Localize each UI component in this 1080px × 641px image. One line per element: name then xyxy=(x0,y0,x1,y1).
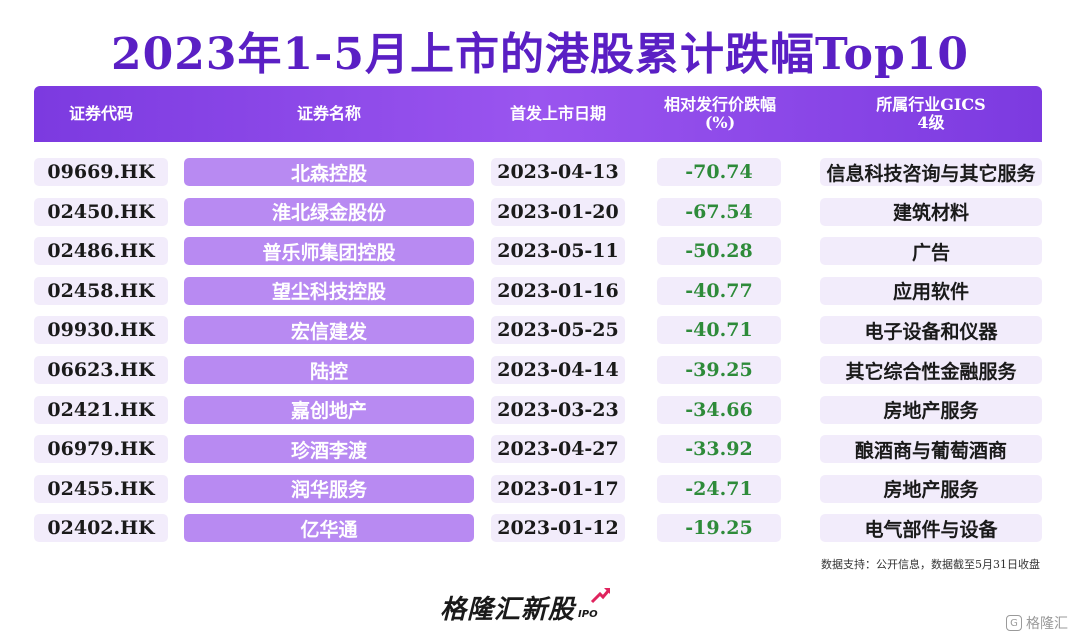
table-row: 06623.HK 陆控 2023-04-14 -39.25 其它综合性金融服务 xyxy=(0,356,1080,384)
table-row: 02486.HK 普乐师集团控股 2023-05-11 -50.28 广告 xyxy=(0,237,1080,266)
header-industry: 所属行业GICS 4级 xyxy=(876,95,986,132)
cell-code: 02455.HK xyxy=(34,474,168,503)
table-row: 02402.HK 亿华通 2023-01-12 -19.25 电气部件与设备 xyxy=(0,514,1080,543)
trend-arrow-icon xyxy=(590,588,611,604)
cell-industry: 其它综合性金融服务 xyxy=(820,356,1042,384)
cell-name: 普乐师集团控股 xyxy=(184,237,474,266)
cell-pct: -24.71 xyxy=(657,474,781,503)
cell-pct: -40.77 xyxy=(657,276,781,305)
cell-pct: -67.54 xyxy=(657,197,781,226)
cell-date: 2023-04-13 xyxy=(491,158,625,186)
cell-pct: -39.25 xyxy=(657,356,781,384)
cell-pct: -33.92 xyxy=(657,435,781,464)
table-row: 06979.HK 珍酒李渡 2023-04-27 -33.92 酿酒商与葡萄酒商 xyxy=(0,435,1080,464)
table-row: 09930.HK 宏信建发 2023-05-25 -40.71 电子设备和仪器 xyxy=(0,316,1080,345)
cell-date: 2023-01-17 xyxy=(491,474,625,503)
cell-date: 2023-01-12 xyxy=(491,514,625,543)
table-row: 02455.HK 润华服务 2023-01-17 -24.71 房地产服务 xyxy=(0,474,1080,503)
cell-code: 02450.HK xyxy=(34,197,168,226)
cell-industry: 建筑材料 xyxy=(820,197,1042,226)
watermark: G 格隆汇 xyxy=(1006,613,1068,633)
table-row: 02458.HK 望尘科技控股 2023-01-16 -40.77 应用软件 xyxy=(0,276,1080,305)
cell-code: 02486.HK xyxy=(34,237,168,266)
cell-code: 02402.HK xyxy=(34,514,168,543)
cell-code: 06979.HK xyxy=(34,435,168,464)
cell-industry: 房地产服务 xyxy=(820,395,1042,424)
cell-industry: 电气部件与设备 xyxy=(820,514,1042,543)
cell-pct: -50.28 xyxy=(657,237,781,266)
cell-industry: 应用软件 xyxy=(820,276,1042,305)
header-pct: 相对发行价跌幅 (%) xyxy=(663,95,776,132)
cell-date: 2023-04-14 xyxy=(491,356,625,384)
header-code: 证券代码 xyxy=(68,104,133,123)
header-date: 首发上市日期 xyxy=(509,104,606,123)
cell-industry: 广告 xyxy=(820,237,1042,266)
cell-pct: -70.74 xyxy=(657,158,781,186)
cell-name: 宏信建发 xyxy=(184,316,474,345)
cell-industry: 信息科技咨询与其它服务 xyxy=(820,158,1042,186)
cell-code: 09669.HK xyxy=(34,158,168,186)
table-header: 证券代码 证券名称 首发上市日期 相对发行价跌幅 (%) 所属行业GICS 4级 xyxy=(34,86,1042,142)
cell-name: 北森控股 xyxy=(184,158,474,186)
source-note: 数据支持：公开信息，数据截至5月31日收盘 xyxy=(821,558,1040,571)
cell-code: 02458.HK xyxy=(34,276,168,305)
cell-date: 2023-03-23 xyxy=(491,395,625,424)
brand-name: 格隆汇新股 xyxy=(440,595,576,625)
cell-name: 嘉创地产 xyxy=(184,395,474,424)
cell-date: 2023-05-11 xyxy=(491,237,625,266)
cell-name: 陆控 xyxy=(184,356,474,384)
page-title: 2023年1-5月上市的港股累计跌幅Top10 xyxy=(111,29,969,80)
watermark-text: 格隆汇 xyxy=(1026,616,1068,632)
table-row: 02421.HK 嘉创地产 2023-03-23 -34.66 房地产服务 xyxy=(0,395,1080,424)
watermark-logo-icon: G xyxy=(1006,615,1022,631)
cell-name: 望尘科技控股 xyxy=(184,276,474,305)
header-name: 证券名称 xyxy=(296,104,361,123)
brand-logo: 格隆汇新股 IPO xyxy=(440,586,611,626)
cell-date: 2023-01-16 xyxy=(491,276,625,305)
cell-date: 2023-05-25 xyxy=(491,316,625,345)
cell-industry: 电子设备和仪器 xyxy=(820,316,1042,345)
cell-name: 润华服务 xyxy=(184,474,474,503)
cell-industry: 房地产服务 xyxy=(820,474,1042,503)
brand-sub: IPO xyxy=(578,609,598,620)
cell-code: 09930.HK xyxy=(34,316,168,345)
cell-date: 2023-01-20 xyxy=(491,197,625,226)
cell-industry: 酿酒商与葡萄酒商 xyxy=(820,435,1042,464)
table-row: 09669.HK 北森控股 2023-04-13 -70.74 信息科技咨询与其它服务 xyxy=(0,158,1080,186)
cell-code: 02421.HK xyxy=(34,395,168,424)
cell-name: 淮北绿金股份 xyxy=(184,197,474,226)
cell-pct: -19.25 xyxy=(657,514,781,543)
cell-name: 亿华通 xyxy=(184,514,474,543)
cell-pct: -34.66 xyxy=(657,395,781,424)
cell-date: 2023-04-27 xyxy=(491,435,625,464)
cell-pct: -40.71 xyxy=(657,316,781,345)
cell-name: 珍酒李渡 xyxy=(184,435,474,464)
cell-code: 06623.HK xyxy=(34,356,168,384)
table-row: 02450.HK 淮北绿金股份 2023-01-20 -67.54 建筑材料 xyxy=(0,197,1080,226)
